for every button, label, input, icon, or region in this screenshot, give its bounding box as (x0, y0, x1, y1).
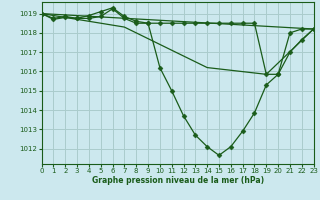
X-axis label: Graphe pression niveau de la mer (hPa): Graphe pression niveau de la mer (hPa) (92, 176, 264, 185)
